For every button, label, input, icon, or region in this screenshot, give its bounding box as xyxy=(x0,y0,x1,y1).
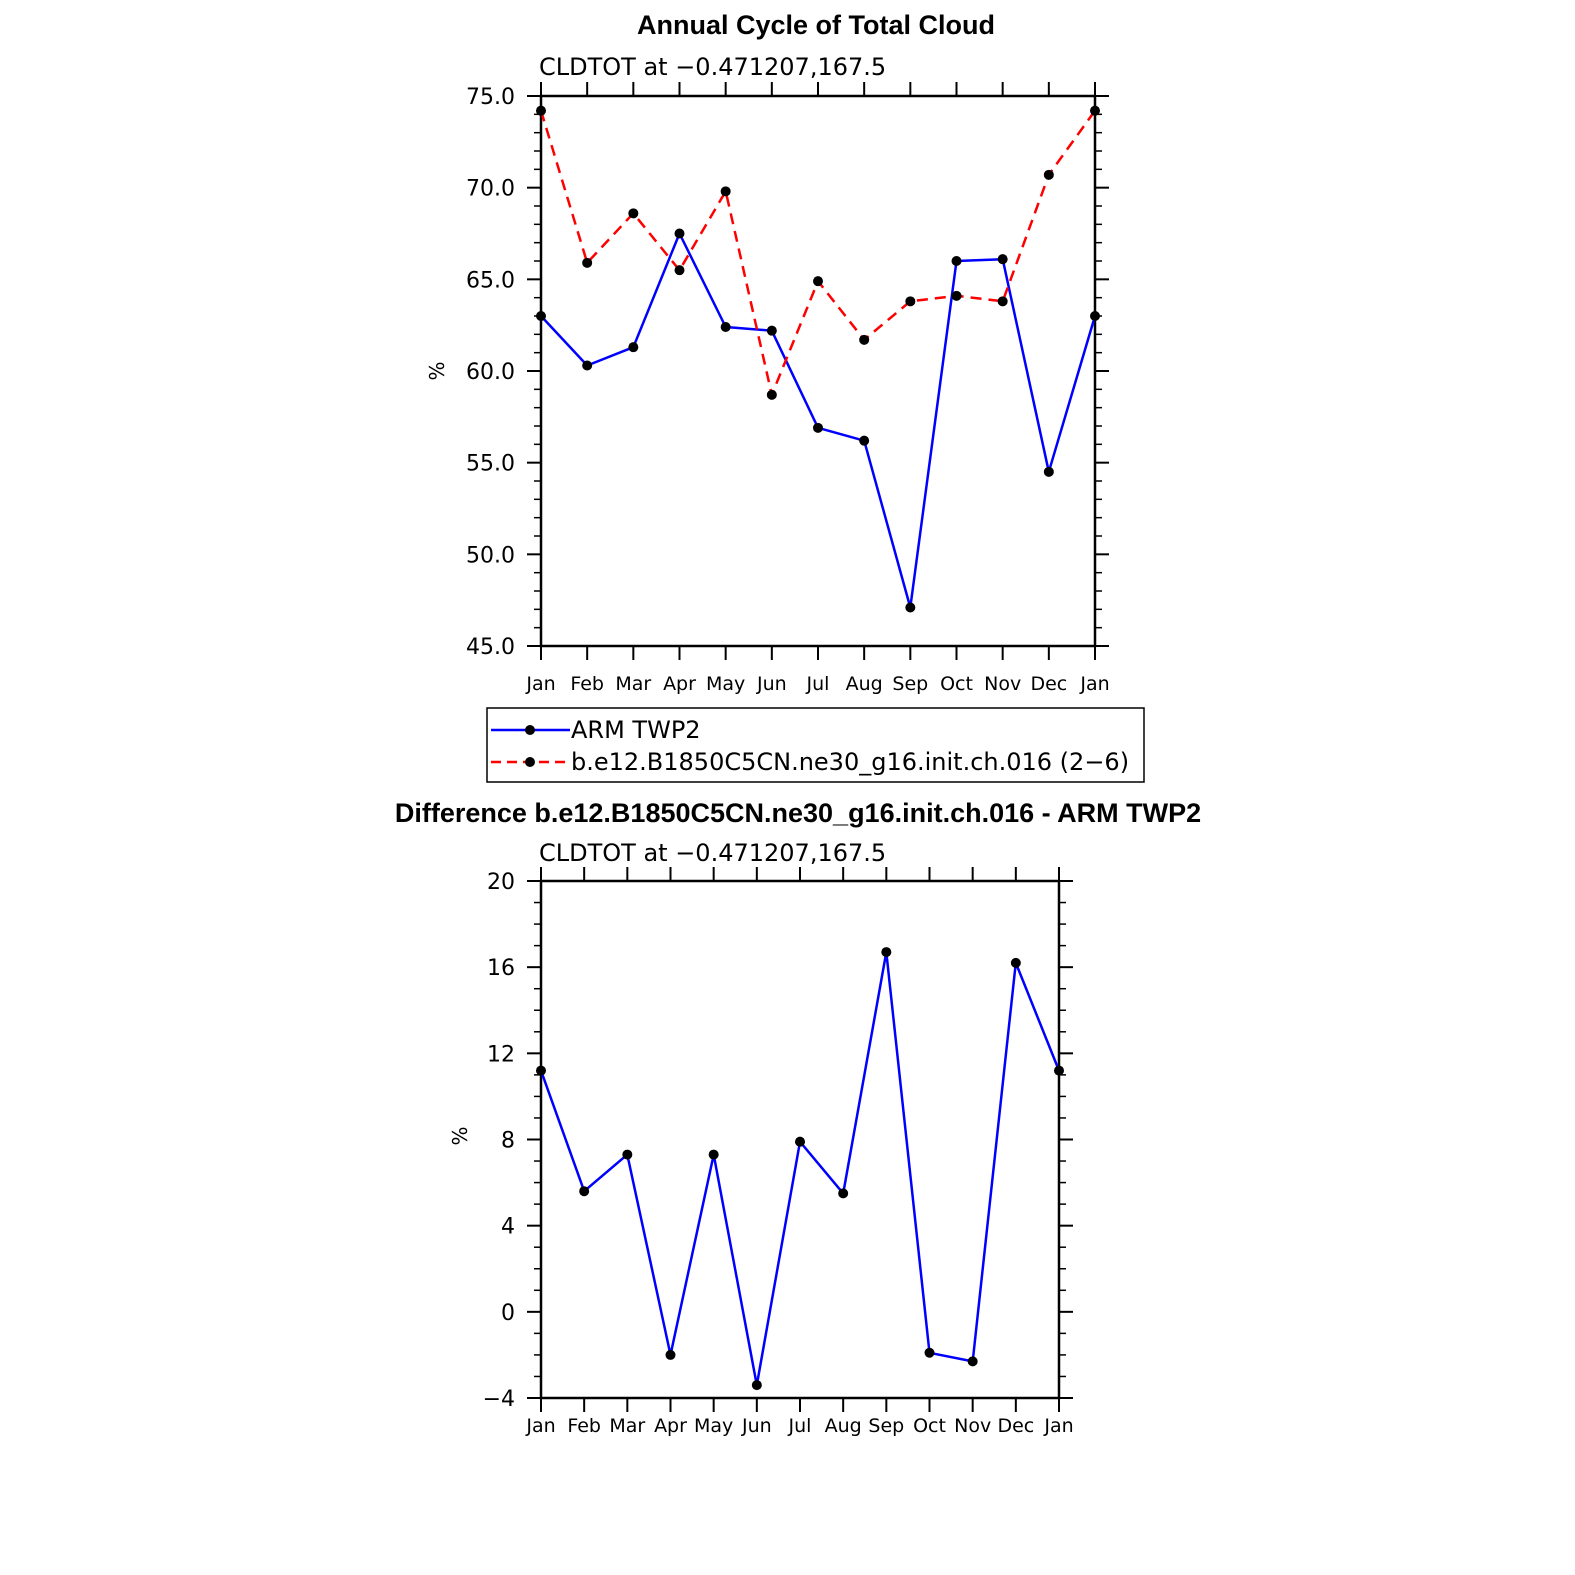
difference-panel: Difference b.e12.B1850C5CN.ne30_g16.init… xyxy=(395,798,1201,1437)
x-tick-label: Feb xyxy=(567,1415,601,1437)
data-point xyxy=(674,228,685,239)
data-point xyxy=(905,296,916,307)
x-tick-label: Jan xyxy=(1043,1415,1073,1437)
legend-label-model: b.e12.B1850C5CN.ne30_g16.init.ch.016 (2−… xyxy=(571,748,1129,776)
chart-subtitle: CLDTOT at −0.471207,167.5 xyxy=(539,839,886,867)
series-line-0 xyxy=(539,950,1061,1387)
data-point xyxy=(579,1186,590,1197)
y-tick-label: 55.0 xyxy=(466,452,515,477)
y-axis-label: % xyxy=(448,1126,472,1145)
y-tick-label: 45.0 xyxy=(466,635,515,660)
data-point xyxy=(720,322,731,332)
y-tick-label: 8 xyxy=(501,1129,515,1154)
x-tick-label: Sep xyxy=(892,673,928,695)
y-tick-label: 65.0 xyxy=(466,268,515,293)
x-tick-label: Oct xyxy=(913,1415,946,1437)
data-point xyxy=(665,1349,676,1360)
legend-marker-model xyxy=(525,757,535,767)
x-tick-label: Nov xyxy=(984,673,1021,695)
y-tick-label: 0 xyxy=(501,1301,515,1326)
data-point xyxy=(795,1136,805,1147)
x-tick-label: Jun xyxy=(741,1415,772,1437)
x-tick-label: Jun xyxy=(756,673,787,695)
y-tick-label: 4 xyxy=(501,1215,515,1240)
y-axis-label: % xyxy=(425,361,449,380)
chart-title: Difference b.e12.B1850C5CN.ne30_g16.init… xyxy=(395,798,1201,828)
data-point xyxy=(838,1188,849,1199)
x-tick-label: Sep xyxy=(868,1415,904,1437)
data-point xyxy=(628,342,639,353)
data-point xyxy=(536,105,546,116)
data-point xyxy=(582,257,593,268)
data-point xyxy=(951,290,962,301)
plot-area: −4 0 4 8 12 16 20 Jan Feb Mar Apr May Jun Jul Aug Sep Oc… xyxy=(483,867,1074,1437)
data-point xyxy=(1010,957,1021,968)
x-tick-label: Apr xyxy=(654,1415,687,1437)
data-point xyxy=(967,1356,978,1367)
y-tick-label: 60.0 xyxy=(466,360,515,385)
data-point xyxy=(708,1149,719,1160)
x-tick-label: Jan xyxy=(525,673,555,695)
x-tick-label: Jan xyxy=(525,1415,555,1437)
data-point xyxy=(997,296,1008,307)
annual-cycle-panel: Annual Cycle of Total Cloud CLDTOT at −0… xyxy=(425,10,1110,695)
data-point xyxy=(622,1149,633,1160)
data-point xyxy=(997,254,1008,265)
x-tick-label: Nov xyxy=(954,1415,991,1437)
data-point xyxy=(905,602,916,613)
data-point xyxy=(924,1347,935,1358)
y-tick-label: 12 xyxy=(487,1042,515,1067)
data-point xyxy=(751,1380,762,1391)
y-tick-label: 20 xyxy=(487,870,515,895)
data-point xyxy=(859,435,870,446)
chart-title: Annual Cycle of Total Cloud xyxy=(637,10,995,40)
legend-box xyxy=(486,707,1145,783)
data-point xyxy=(536,311,546,321)
data-point xyxy=(813,422,823,433)
data-point xyxy=(1043,169,1054,180)
x-tick-label: Oct xyxy=(940,673,973,695)
legend-marker-arm xyxy=(525,725,535,735)
x-tick-label: Jan xyxy=(1079,673,1109,695)
legend: ARM TWP2 b.e12.B1850C5CN.ne30_g16.init.c… xyxy=(486,707,1145,783)
y-tick-label: 75.0 xyxy=(466,85,515,110)
data-point xyxy=(720,186,731,197)
x-tick-label: Mar xyxy=(609,1415,645,1437)
x-tick-label: May xyxy=(706,673,745,695)
data-point xyxy=(813,276,823,287)
y-tick-label: −4 xyxy=(483,1387,515,1412)
data-point xyxy=(1090,105,1100,116)
x-tick-label: Mar xyxy=(615,673,651,695)
data-point xyxy=(582,360,593,371)
data-point xyxy=(628,208,639,219)
data-point xyxy=(859,334,870,345)
plot-frame xyxy=(539,94,1097,648)
x-tick-label: Jul xyxy=(788,1415,812,1437)
data-point xyxy=(1043,466,1054,477)
data-point xyxy=(951,256,962,266)
data-point xyxy=(674,265,685,276)
x-tick-label: Apr xyxy=(663,673,696,695)
x-tick-label: May xyxy=(694,1415,733,1437)
chart-subtitle: CLDTOT at −0.471207,167.5 xyxy=(539,53,886,81)
y-tick-label: 50.0 xyxy=(466,543,515,568)
data-point xyxy=(1090,311,1100,321)
x-tick-label: Feb xyxy=(570,673,604,695)
data-point xyxy=(536,1065,546,1076)
data-point xyxy=(1054,1065,1064,1076)
plot-area: 45.0 50.0 55.0 60.0 65.0 70.0 75.0 Jan Feb Mar Apr… xyxy=(466,82,1110,695)
data-point xyxy=(766,325,777,336)
data-point xyxy=(881,947,892,958)
y-tick-label: 16 xyxy=(487,956,515,981)
x-tick-label: Jul xyxy=(806,673,830,695)
series-line-0 xyxy=(540,232,1097,609)
x-tick-label: Aug xyxy=(846,673,883,695)
x-tick-label: Dec xyxy=(997,1415,1034,1437)
data-point xyxy=(766,389,777,400)
legend-label-arm: ARM TWP2 xyxy=(571,716,701,744)
x-tick-label: Aug xyxy=(825,1415,862,1437)
x-tick-label: Dec xyxy=(1030,673,1067,695)
y-tick-label: 70.0 xyxy=(466,177,515,202)
